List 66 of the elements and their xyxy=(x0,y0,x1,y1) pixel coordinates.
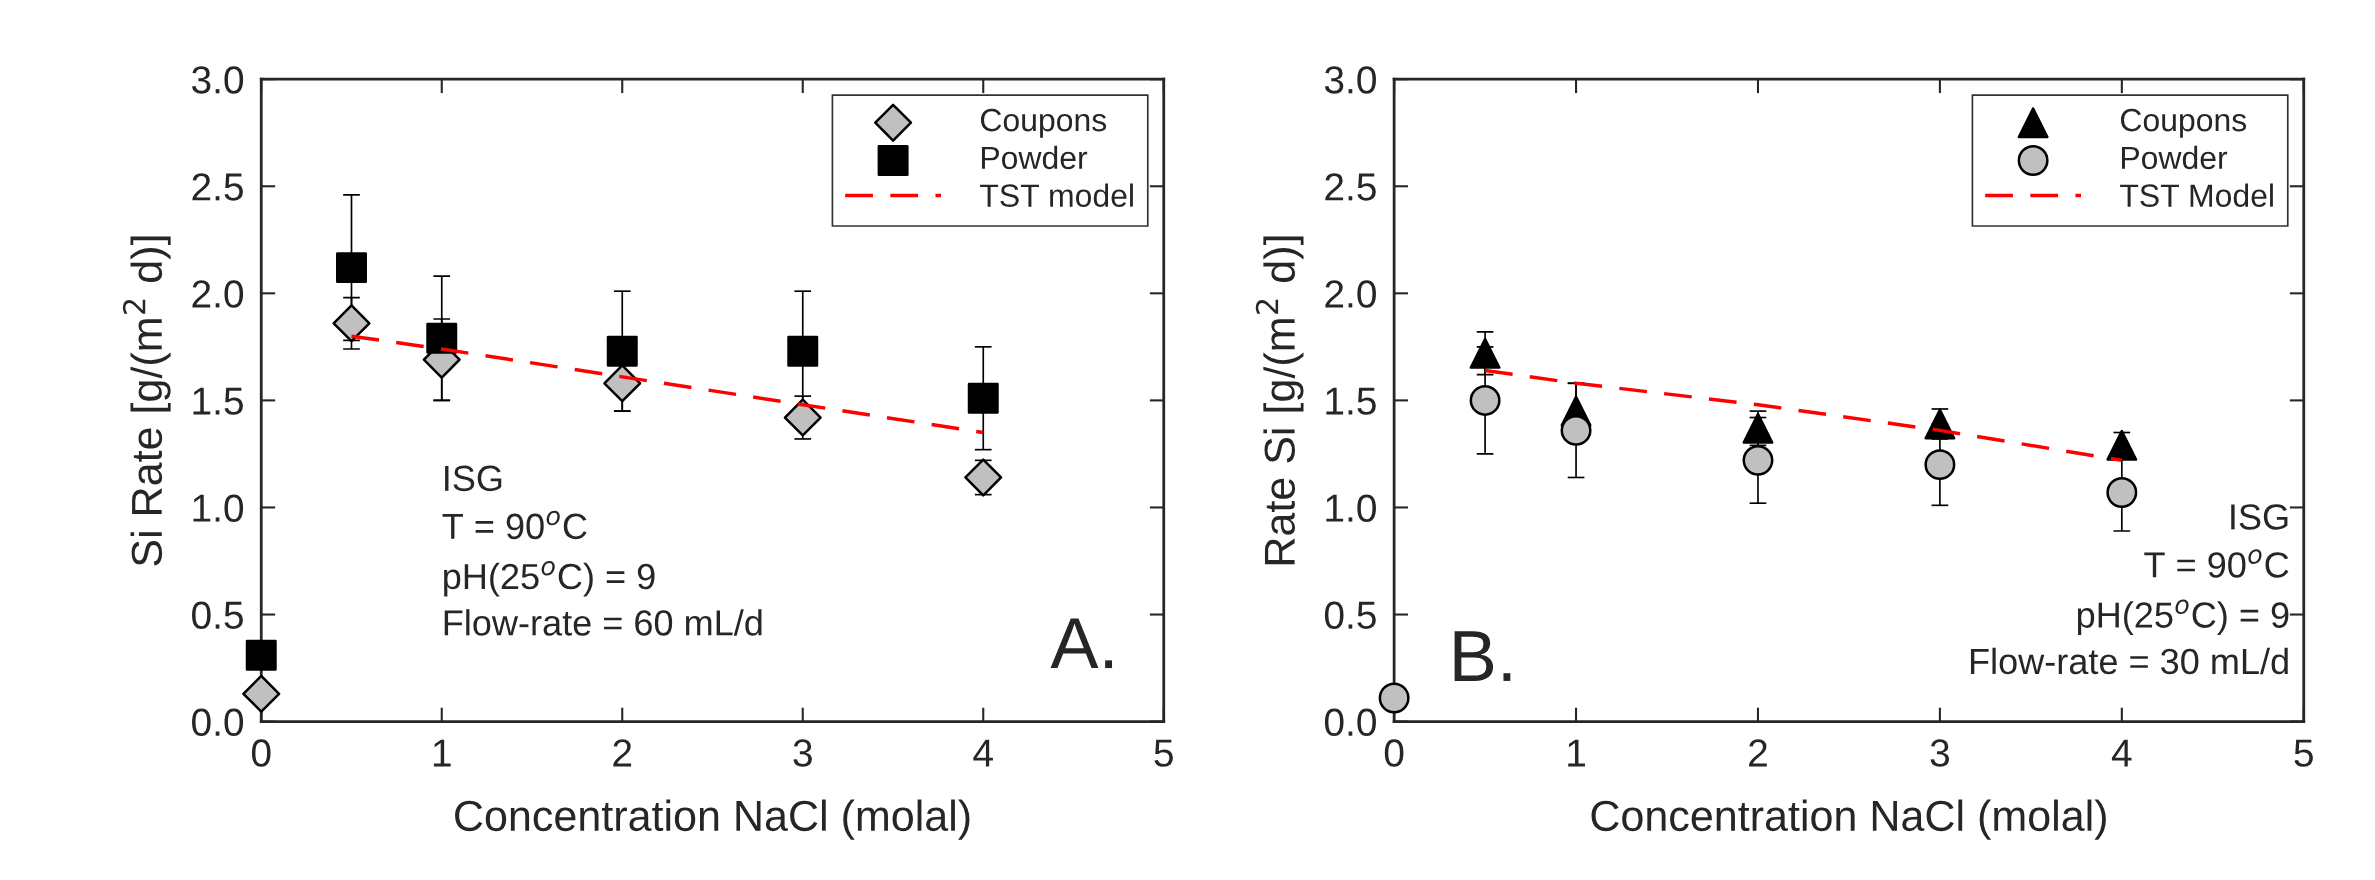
y-axis-title: Si Rate [g/(m$^{2}$ d)] xyxy=(122,236,171,566)
point xyxy=(1742,412,1774,444)
point xyxy=(603,364,642,403)
x-axis-title: Concentration NaCl (molal) xyxy=(455,799,970,840)
annotation: A. xyxy=(1050,618,1113,669)
legend-label: TST model xyxy=(980,183,1133,207)
annotation: ISG xyxy=(445,465,502,492)
x-tick-label: 1 xyxy=(433,739,451,767)
y-tick-label: 3.0 xyxy=(192,66,244,94)
y-tick-label: 2.5 xyxy=(192,173,243,201)
y-tick-label: 2.0 xyxy=(1325,280,1376,308)
y-tick-label: 2.5 xyxy=(1325,173,1376,201)
x-tick-label: 4 xyxy=(973,739,993,767)
x-tick-label: 4 xyxy=(2111,739,2132,767)
annotation: pH(25$^{o}$C) = 9 xyxy=(2077,599,2289,636)
x-tick-label: 3 xyxy=(1930,739,1950,767)
point xyxy=(967,382,999,414)
x-tick-label: 2 xyxy=(1749,739,1767,767)
point xyxy=(426,322,458,354)
y-tick-label: 1.0 xyxy=(1326,494,1376,522)
y-tick-label: 1.5 xyxy=(1326,387,1376,415)
y-tick-label: 0.5 xyxy=(192,601,243,630)
point xyxy=(1560,414,1592,446)
y-axis-title: Rate Si [g/(m$^{2}$ d)] xyxy=(1255,236,1304,565)
point xyxy=(332,304,371,343)
y-tick-label: 0.0 xyxy=(1324,708,1376,737)
point xyxy=(1378,682,1410,714)
y-tick-label: 0.5 xyxy=(1324,601,1376,630)
annotation: B. xyxy=(1454,631,1511,681)
y-tick-label: 0.0 xyxy=(192,708,244,737)
point xyxy=(2106,429,2138,461)
x-tick-label: 5 xyxy=(2294,739,2313,767)
annotation: T = 90$^{o}$C xyxy=(2144,549,2289,578)
x-tick-label: 3 xyxy=(793,739,812,767)
x-tick-label: 5 xyxy=(1154,739,1173,767)
y-tick-label: 2.0 xyxy=(192,280,244,308)
point xyxy=(1469,384,1501,416)
point xyxy=(245,639,277,671)
annotation: ISG xyxy=(2231,504,2288,530)
point xyxy=(2106,477,2138,508)
legend-label: Coupons xyxy=(2120,108,2247,138)
annotation: T = 90$^{o}$C xyxy=(442,510,587,540)
x-tick-label: 0 xyxy=(1384,739,1404,767)
point xyxy=(1742,444,1774,476)
y-tick-label: 3.0 xyxy=(1324,66,1376,94)
x-tick-label: 2 xyxy=(613,739,632,767)
x-tick-label: 1 xyxy=(1568,739,1585,767)
point xyxy=(1924,449,1956,481)
point xyxy=(242,674,281,713)
annotation: pH(25$^{o}$C) = 9 xyxy=(444,561,655,597)
legend-label: Powder xyxy=(981,145,1088,170)
point xyxy=(606,335,638,367)
point xyxy=(787,335,819,367)
x-tick-label: 0 xyxy=(251,739,271,767)
y-tick-label: 1.5 xyxy=(193,387,243,415)
x-axis-title: Concentration NaCl (molal) xyxy=(1591,799,2106,840)
legend-label: Coupons xyxy=(980,108,1107,138)
point xyxy=(964,458,1003,497)
annotation: Flow-rate = 30 mL/d xyxy=(1970,647,2288,675)
legend-label: Powder xyxy=(2121,145,2228,170)
legend-label: TST Model xyxy=(2120,183,2273,207)
y-tick-label: 1.0 xyxy=(193,494,244,522)
point xyxy=(1469,337,1501,369)
point xyxy=(336,252,367,284)
point xyxy=(783,398,822,437)
annotation: Flow-rate = 60 mL/d xyxy=(444,609,762,636)
